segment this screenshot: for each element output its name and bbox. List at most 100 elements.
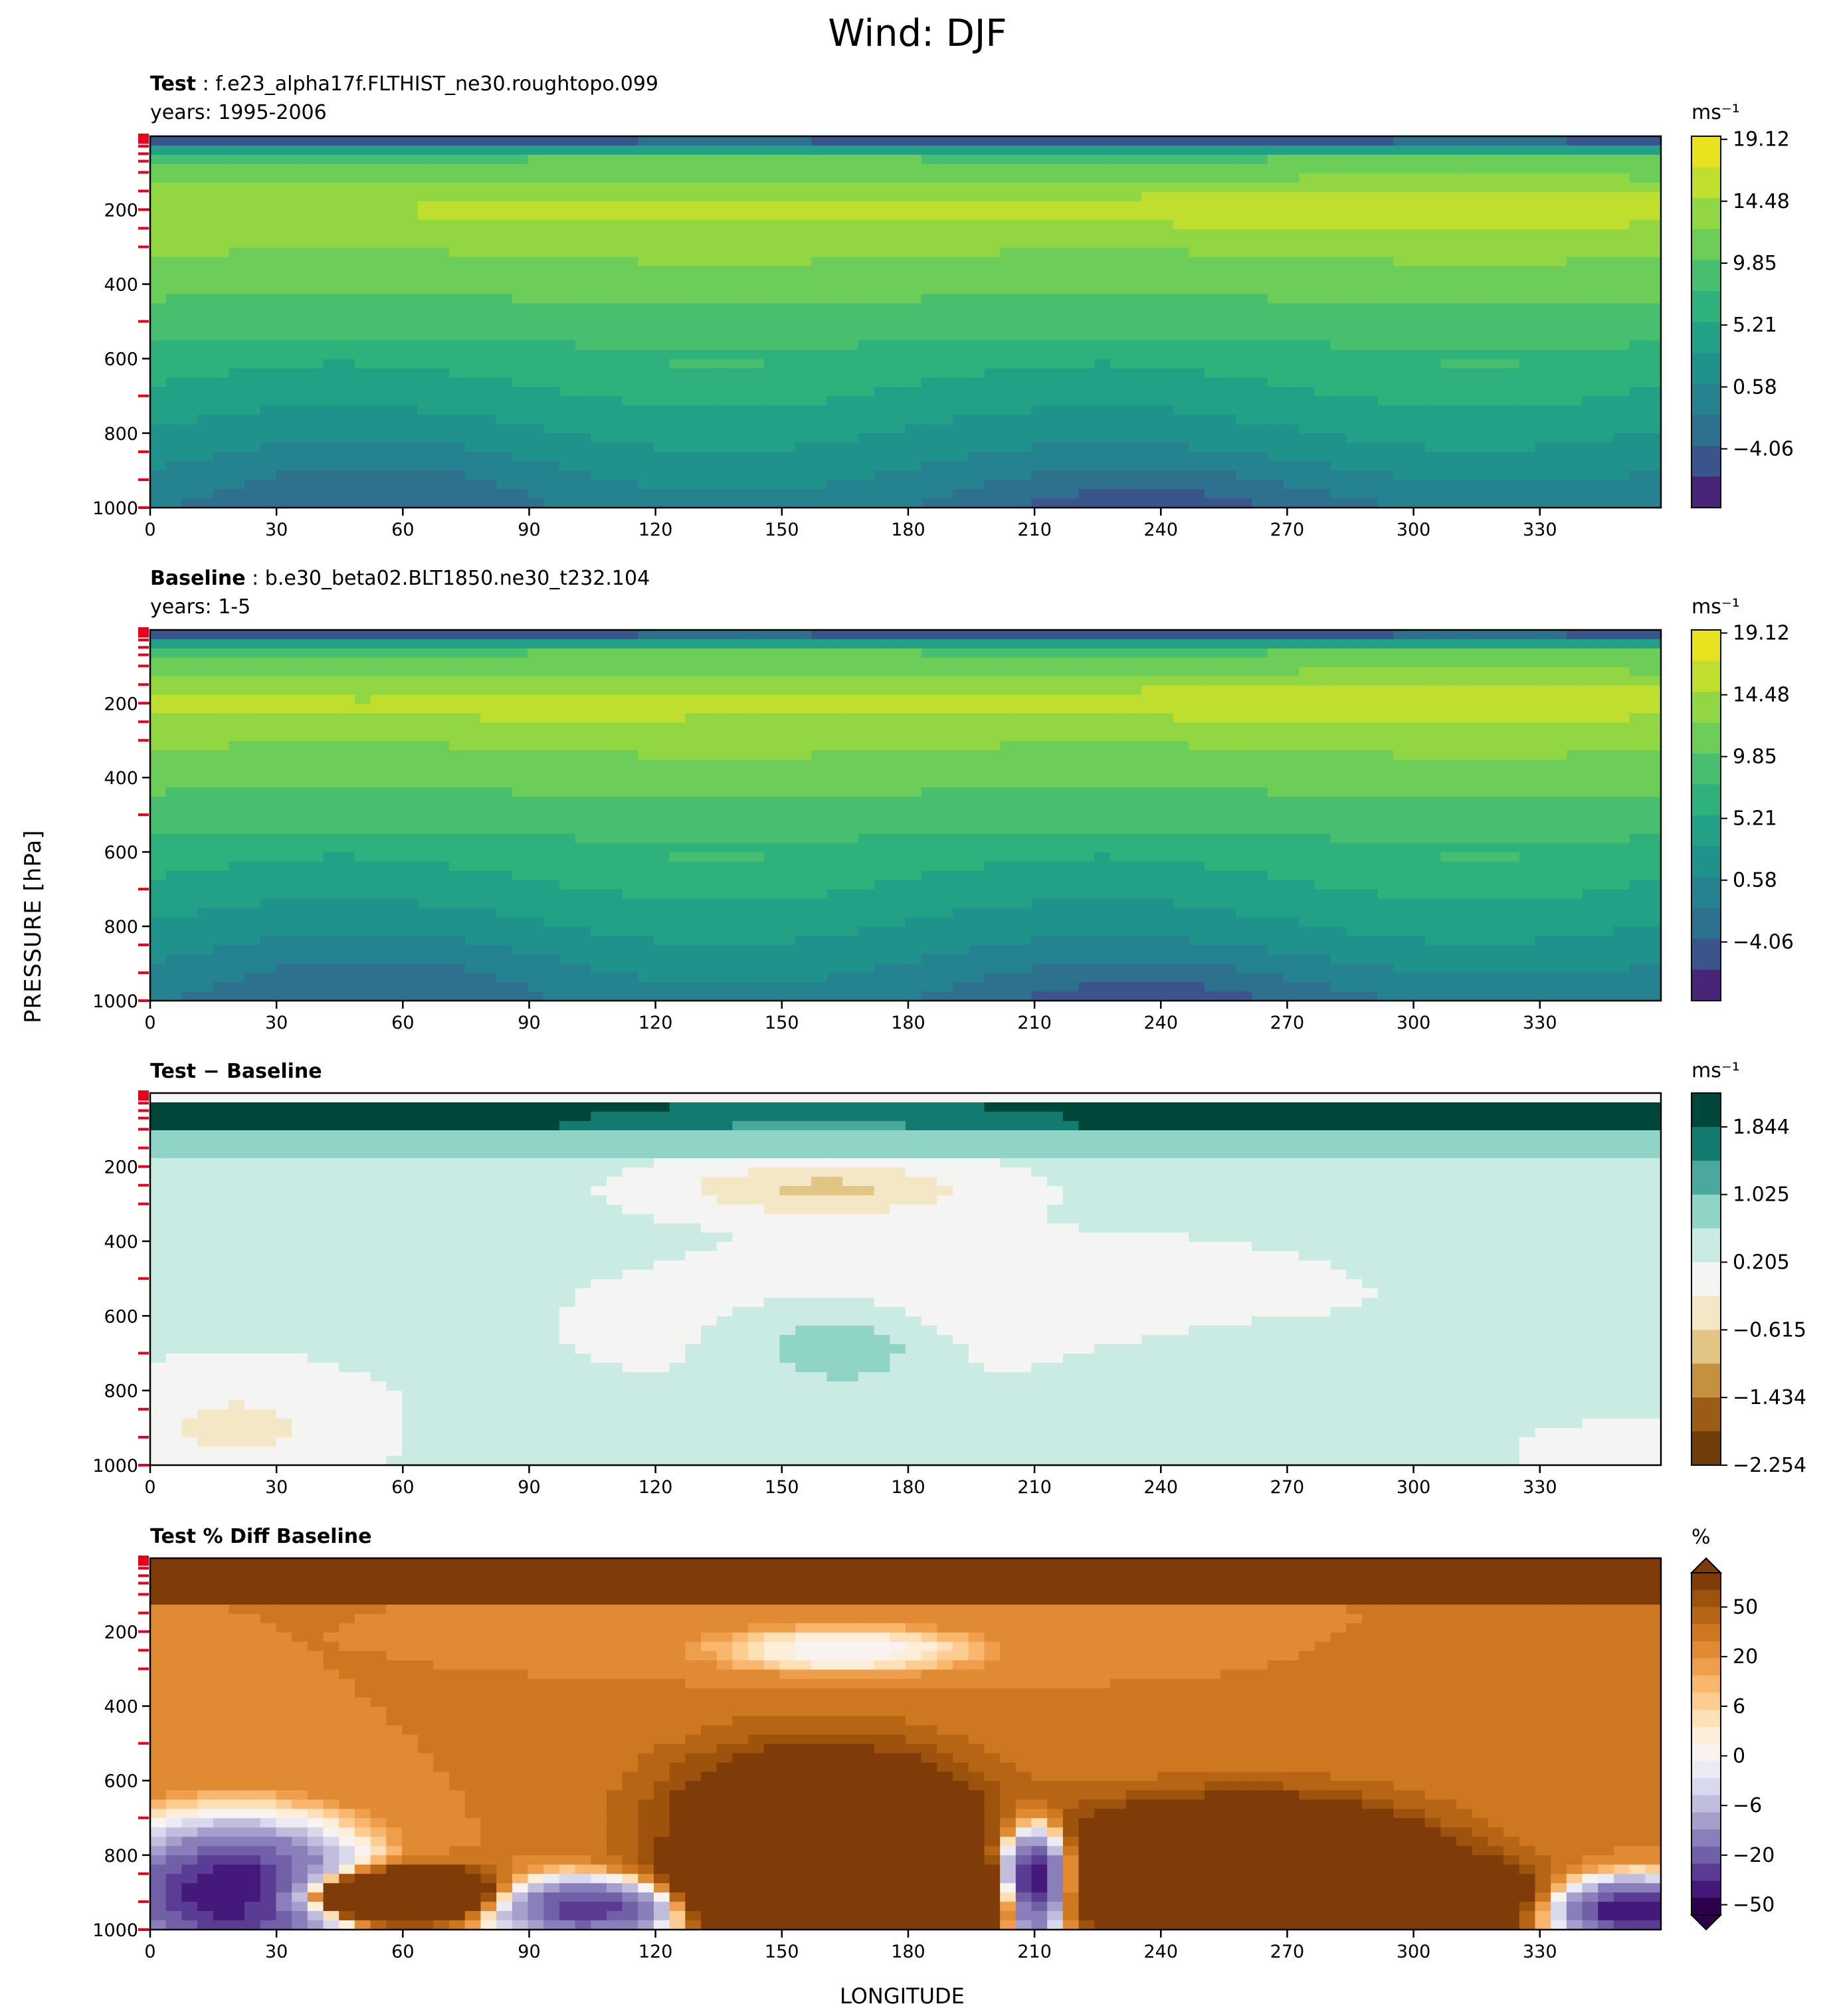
field-cell: [1062, 219, 1080, 230]
field-cell: [1000, 470, 1016, 480]
field-cell: [354, 266, 371, 276]
field-cell: [763, 145, 781, 155]
field-cell: [543, 182, 560, 193]
field-cell: [528, 396, 544, 406]
field-cell: [323, 461, 339, 471]
field-cell: [386, 639, 403, 649]
field-cell: [1503, 284, 1520, 295]
field-cell: [1424, 368, 1441, 378]
field-cell: [953, 666, 969, 677]
field-cell: [496, 480, 513, 490]
field-cell: [1062, 312, 1080, 323]
field-cell: [701, 154, 718, 165]
field-cell: [1472, 377, 1489, 387]
field-cell: [984, 238, 1001, 249]
field-cell: [906, 405, 922, 415]
field-cell: [1424, 331, 1441, 342]
field-cell: [1535, 676, 1551, 686]
field-cell: [1220, 154, 1237, 165]
field-cell: [512, 145, 529, 155]
field-cell: [165, 424, 182, 434]
field-cell: [1189, 368, 1205, 378]
field-cell: [1551, 685, 1567, 696]
field-cell: [858, 256, 875, 267]
field-cell: [937, 713, 953, 724]
field-cell: [386, 247, 403, 258]
field-cell: [984, 173, 1001, 183]
field-cell: [229, 433, 245, 443]
field-cell: [748, 489, 765, 499]
field-cell: [1456, 648, 1473, 658]
field-cell: [512, 657, 529, 668]
field-cell: [1078, 266, 1095, 276]
field-cell: [1330, 182, 1347, 193]
field-cell: [244, 368, 261, 378]
field-cell: [953, 284, 969, 295]
field-cell: [779, 219, 796, 230]
field-cell: [165, 415, 182, 425]
field-cell: [496, 713, 513, 724]
field-cell: [1456, 433, 1473, 443]
field-cell: [779, 424, 796, 434]
field-cell: [811, 154, 828, 165]
field-cell: [763, 210, 781, 221]
field-cell: [638, 685, 654, 696]
field-cell: [512, 368, 529, 378]
field-cell: [323, 657, 339, 668]
field-cell: [1314, 396, 1331, 406]
field-cell: [811, 489, 828, 499]
field-cell: [1519, 694, 1536, 705]
field-cell: [512, 443, 529, 453]
field-cell: [276, 424, 292, 434]
field-cell: [654, 630, 670, 640]
field-cell: [890, 303, 906, 314]
field-cell: [1456, 182, 1473, 193]
field-cell: [937, 396, 953, 406]
field-cell: [779, 489, 796, 499]
field-cell: [1173, 470, 1189, 480]
field-cell: [638, 676, 654, 686]
field-cell: [1205, 685, 1221, 696]
field-cell: [1110, 294, 1127, 304]
field-cell: [1424, 191, 1441, 202]
field-cell: [464, 657, 482, 668]
field-cell: [150, 713, 167, 724]
field-cell: [1267, 489, 1284, 499]
field-cell: [1629, 163, 1646, 174]
field-cell: [685, 238, 702, 249]
field-cell: [575, 489, 591, 499]
field-cell: [559, 498, 576, 508]
field-cell: [512, 312, 529, 323]
field-cell: [229, 470, 245, 480]
field-cell: [1346, 303, 1363, 314]
field-cell: [575, 303, 591, 314]
field-cell: [795, 340, 812, 351]
field-cell: [1094, 387, 1111, 397]
field-cell: [1031, 266, 1048, 276]
field-cell: [496, 461, 513, 471]
field-cell: [1551, 275, 1567, 286]
field-cell: [1283, 387, 1300, 397]
field-cell: [1566, 368, 1583, 378]
field-cell: [842, 396, 859, 406]
field-cell: [748, 275, 765, 286]
field-cell: [937, 154, 953, 165]
field-cell: [181, 666, 198, 677]
field-cell: [1220, 163, 1237, 174]
field-cell: [622, 322, 638, 332]
field-cell: [842, 247, 859, 258]
field-cell: [1377, 145, 1394, 155]
field-cell: [1094, 480, 1111, 490]
field-cell: [1566, 722, 1583, 733]
field-cell: [1252, 247, 1268, 258]
field-cell: [1409, 452, 1426, 462]
field-cell: [229, 256, 245, 267]
field-cell: [1503, 173, 1520, 183]
field-cell: [638, 340, 654, 351]
field-cell: [1220, 405, 1237, 415]
field-cell: [763, 405, 781, 415]
field-cell: [1314, 498, 1331, 508]
field-cell: [826, 666, 843, 677]
field-cell: [1094, 359, 1111, 369]
field-cell: [1346, 676, 1363, 686]
